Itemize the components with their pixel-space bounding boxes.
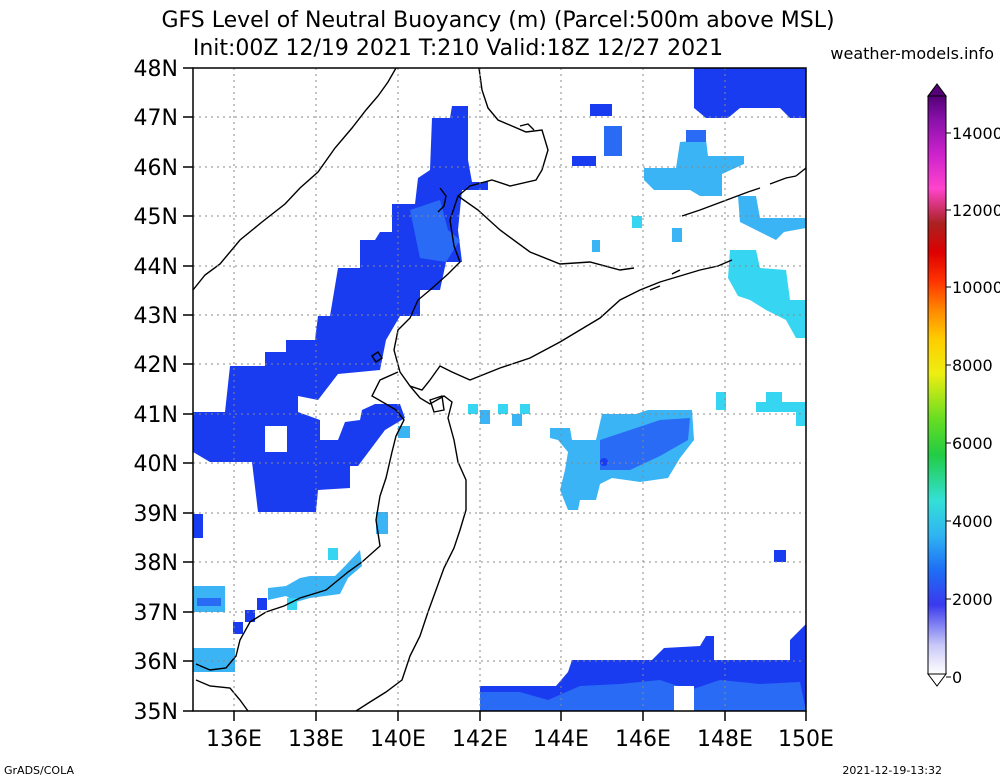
lat-label: 41N: [134, 403, 178, 428]
colorbar-label: 2000: [952, 590, 993, 609]
field-region-japan-sea: [193, 106, 488, 512]
buoyancy-field: [193, 68, 806, 711]
colorbar-label: 0: [952, 668, 962, 687]
lat-label: 35N: [134, 700, 178, 725]
colorbar-label: 10000: [952, 278, 1000, 297]
lon-label: 142E: [452, 727, 508, 752]
colorbar-label: 12000: [952, 201, 1000, 220]
map-frame: [192, 67, 807, 712]
colorbar-label: 4000: [952, 512, 993, 531]
lon-label: 146E: [615, 727, 671, 752]
colorbar-label: 6000: [952, 434, 993, 453]
lat-label: 36N: [134, 650, 178, 675]
lat-label: 40N: [134, 452, 178, 477]
axis-ticks: [183, 67, 807, 721]
lat-label: 47N: [134, 106, 178, 131]
lat-label: 38N: [134, 551, 178, 576]
lat-label: 46N: [134, 156, 178, 181]
footer-software: GrADS/COLA: [4, 764, 74, 777]
colorbar-label: 14000: [952, 124, 1000, 143]
colorbar: 14000 12000 10000 8000 6000 4000 2000 0: [927, 83, 1000, 687]
colorbar-ramp: [927, 95, 947, 675]
lat-label: 42N: [134, 353, 178, 378]
lon-label: 150E: [778, 727, 834, 752]
footer-timestamp: 2021-12-19-13:32: [842, 764, 942, 777]
colorbar-bottom-arrow: [927, 673, 947, 687]
lat-label: 43N: [134, 304, 178, 329]
lat-label: 37N: [134, 601, 178, 626]
lat-label: 44N: [134, 255, 178, 280]
lon-label: 140E: [370, 727, 426, 752]
lon-label: 144E: [533, 727, 589, 752]
longitude-labels: 136E 138E 140E 142E 144E 146E 148E 150E: [206, 727, 834, 752]
lat-label: 45N: [134, 205, 178, 230]
lon-label: 136E: [206, 727, 262, 752]
lon-label: 138E: [288, 727, 344, 752]
colorbar-top-arrow: [927, 83, 947, 97]
graticule: [193, 68, 806, 711]
coastlines: [193, 68, 806, 711]
lat-label: 48N: [134, 57, 178, 82]
lat-label: 39N: [134, 502, 178, 527]
map-subtitle: Init:00Z 12/19 2021 T:210 Valid:18Z 12/2…: [192, 36, 724, 61]
colorbar-label: 8000: [952, 356, 993, 375]
site-credit: weather-models.info: [830, 44, 994, 63]
map-title: GFS Level of Neutral Buoyancy (m) (Parce…: [161, 8, 835, 33]
latitude-labels: 48N 47N 46N 45N 44N 43N 42N 41N 40N 39N …: [134, 57, 178, 725]
lon-label: 148E: [697, 727, 753, 752]
